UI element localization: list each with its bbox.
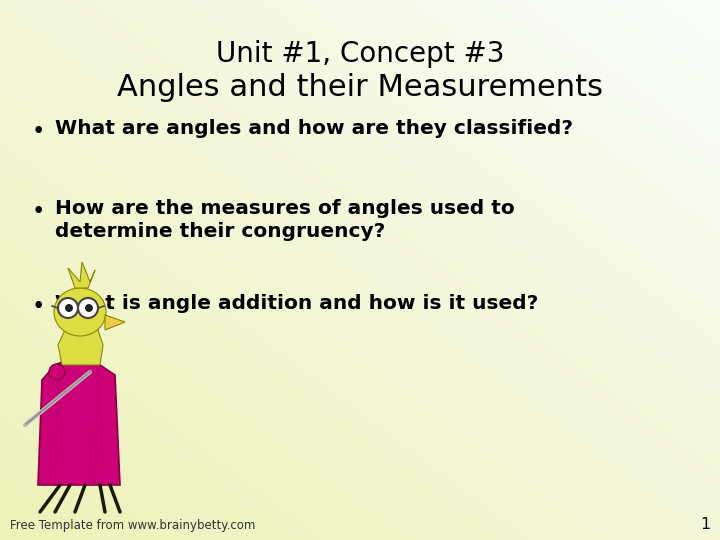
Text: What is angle addition and how is it used?: What is angle addition and how is it use…	[55, 294, 539, 313]
Ellipse shape	[54, 288, 106, 336]
Polygon shape	[68, 262, 95, 288]
Text: Unit #1, Concept #3: Unit #1, Concept #3	[216, 40, 504, 68]
Text: Angles and their Measurements: Angles and their Measurements	[117, 73, 603, 102]
Text: •: •	[31, 120, 45, 143]
Circle shape	[49, 364, 65, 380]
Text: •: •	[31, 295, 45, 318]
Text: What are angles and how are they classified?: What are angles and how are they classif…	[55, 119, 573, 138]
Circle shape	[85, 304, 93, 312]
Circle shape	[58, 298, 78, 318]
Polygon shape	[58, 330, 103, 365]
Circle shape	[78, 298, 98, 318]
Text: •: •	[31, 200, 45, 223]
Text: 1: 1	[700, 517, 710, 532]
Circle shape	[65, 304, 73, 312]
Text: Free Template from www.brainybetty.com: Free Template from www.brainybetty.com	[10, 519, 256, 532]
Polygon shape	[38, 362, 120, 485]
Polygon shape	[105, 315, 125, 330]
Text: determine their congruency?: determine their congruency?	[55, 222, 385, 241]
Text: How are the measures of angles used to: How are the measures of angles used to	[55, 199, 515, 218]
